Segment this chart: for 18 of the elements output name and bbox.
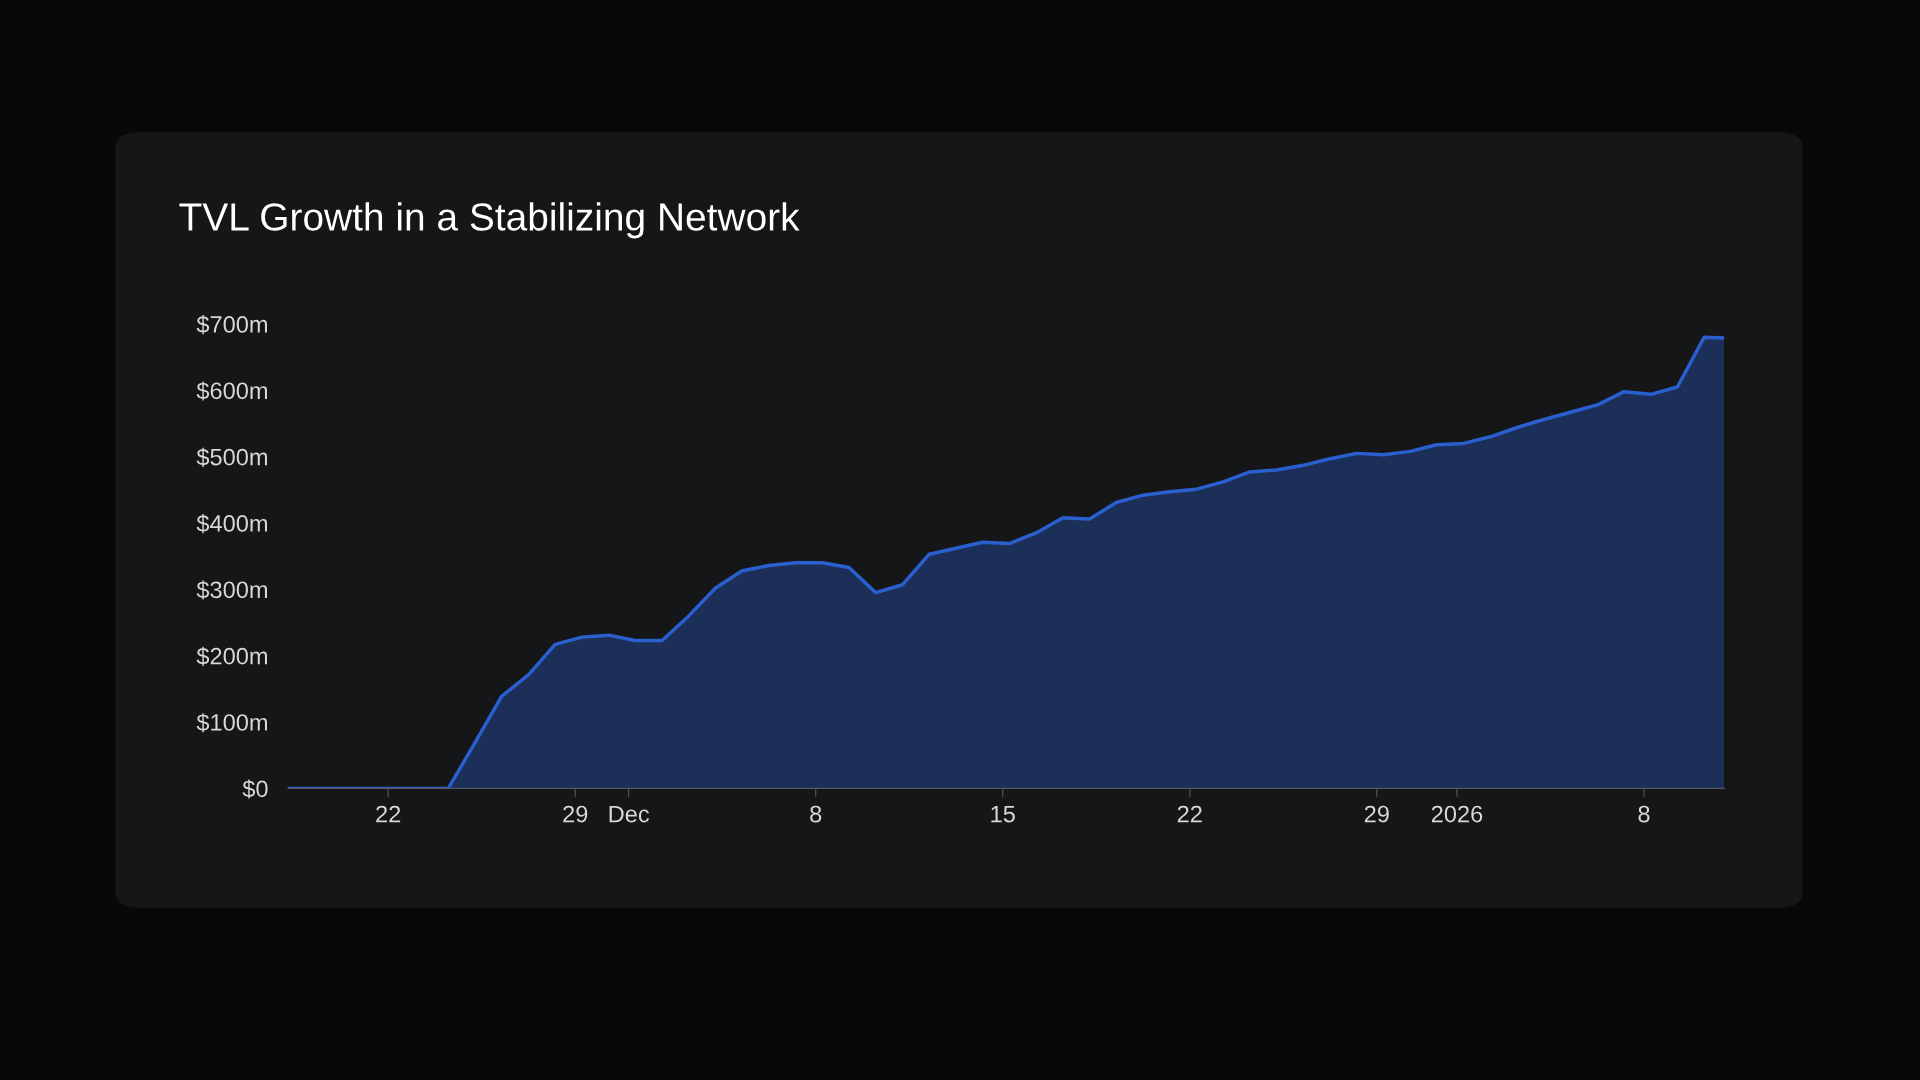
y-tick-label: $0 — [242, 779, 268, 799]
y-tick-label: $400m — [196, 514, 267, 534]
y-tick-label: $200m — [196, 646, 267, 666]
x-tick-label: 22 — [376, 805, 401, 823]
y-tick-label: $700m — [196, 315, 267, 335]
x-tick-label: 8 — [810, 805, 822, 823]
y-tick-label: $500m — [196, 447, 267, 467]
chart-title: TVL Growth in a Stabilizing Network — [179, 202, 800, 239]
y-tick-label: $600m — [196, 381, 267, 401]
x-tick-label: 29 — [563, 805, 588, 823]
x-tick-label: Dec — [609, 805, 650, 823]
x-tick-label: 8 — [1638, 805, 1650, 823]
y-tick-label: $100m — [196, 713, 267, 733]
y-tick-label: $300m — [196, 580, 267, 600]
x-tick-label: 2026 — [1431, 805, 1483, 823]
x-tick-label: 22 — [1177, 805, 1202, 823]
x-tick-label: 15 — [991, 805, 1015, 823]
x-tick-label: 29 — [1364, 805, 1389, 823]
